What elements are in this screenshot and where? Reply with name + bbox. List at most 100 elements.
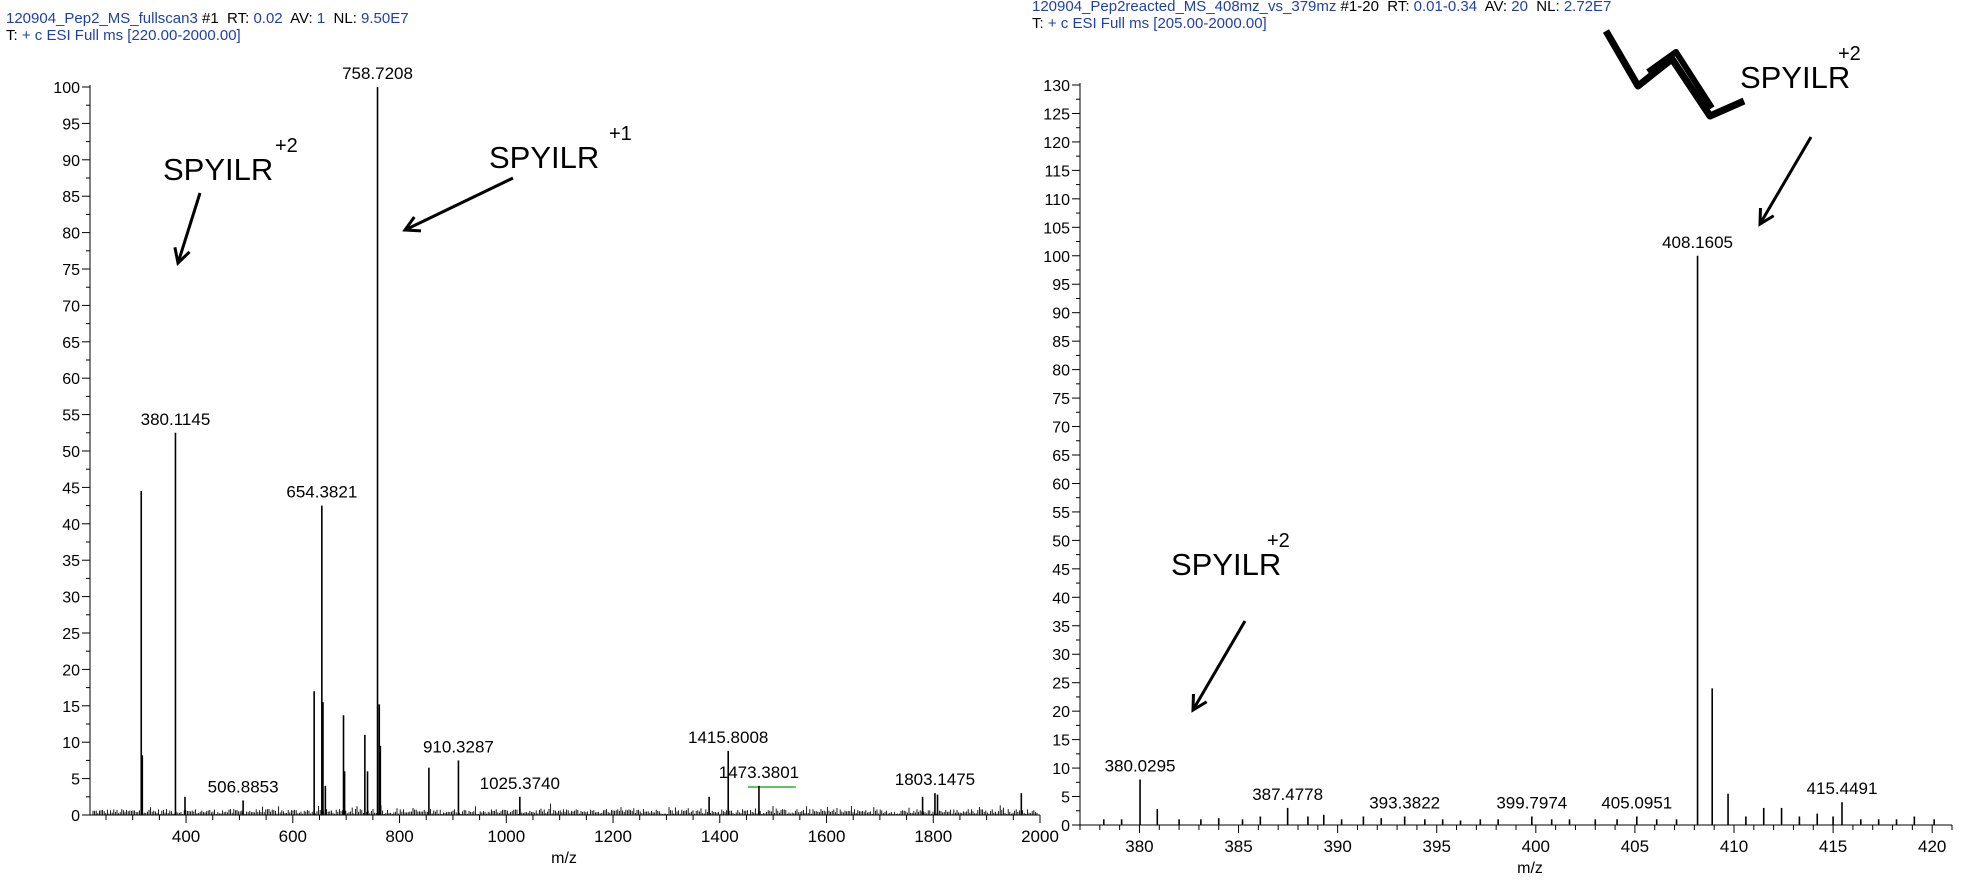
right-y-tick-label: 70	[1052, 420, 1070, 437]
right-y-tick-label: 100	[1043, 249, 1070, 266]
right-peak-label: 380.0295	[1105, 756, 1176, 775]
right-y-tick-label: 95	[1052, 277, 1070, 294]
right-y-tick-label: 60	[1052, 476, 1070, 493]
right-header-line1: 120904_Pep2reacted_MS_408mz_vs_379mz #1-…	[1032, 0, 1611, 15]
right-y-tick-label: 65	[1052, 448, 1070, 465]
left-y-tick-label: 30	[62, 590, 80, 607]
right-x-tick-label: 395	[1423, 837, 1451, 856]
right-y-tick-label: 5	[1061, 790, 1070, 807]
left-x-tick-label: 1400	[701, 827, 739, 846]
left-annotation-label: SPYILR	[489, 140, 599, 175]
left-x-tick-label: 2000	[1021, 827, 1059, 846]
left-av-value: 1	[316, 10, 326, 27]
left-y-tick-label: 0	[71, 808, 80, 825]
left-av-label: AV:	[290, 10, 313, 27]
left-rt-value: 0.02	[253, 10, 283, 27]
right-av-value: 20	[1511, 0, 1528, 15]
left-annotation-arrow-shaft	[404, 176, 514, 232]
left-x-tick-label: 1600	[808, 827, 846, 846]
left-x-tick-label: 1800	[914, 827, 952, 846]
right-nl-label: NL:	[1536, 0, 1560, 15]
left-y-tick-label: 35	[62, 553, 80, 570]
right-x-tick-label: 385	[1224, 837, 1252, 856]
left-spectrum: 0 5 10 15 20 25 30 35 40 45 50 55 60 65 70 75 80 85 90 95 10…	[53, 64, 1059, 867]
left-y-tick-label: 15	[62, 699, 80, 716]
left-filter: + c ESI Full ms [220.00-2000.00]	[21, 27, 241, 44]
right-y-tick-label: 40	[1052, 590, 1070, 607]
right-y-tick-label: 115	[1044, 163, 1070, 180]
right-annotation-arrow-shaft	[1758, 136, 1813, 225]
left-nl-value: 9.50E7	[361, 10, 409, 27]
left-peak-label: 910.3287	[423, 737, 494, 756]
right-x-tick-label: 405	[1621, 837, 1649, 856]
right-annotation-arrow-shaft	[1191, 620, 1247, 711]
left-header-line2: T: + c ESI Full ms [220.00-2000.00]	[6, 27, 241, 44]
right-x-tick-label: 415	[1819, 837, 1847, 856]
right-y-tick-label: 30	[1052, 647, 1070, 664]
decorative-strokes	[1602, 29, 1746, 120]
right-t-label: T:	[1032, 15, 1044, 32]
left-x-tick-label: 1200	[594, 827, 632, 846]
left-scan-name: 120904_Pep2_MS_fullscan3	[6, 10, 198, 27]
right-y-tick-label: 130	[1043, 78, 1070, 95]
left-peak-label: 1415.8008	[688, 728, 768, 747]
left-y-tick-label: 60	[62, 371, 80, 388]
left-peak-label: 1803.1475	[895, 770, 975, 789]
right-x-tick-label: 410	[1720, 837, 1748, 856]
right-header-line2: T: + c ESI Full ms [205.00-2000.00]	[1032, 15, 1267, 32]
right-y-tick-label: 0	[1061, 818, 1070, 835]
right-y-tick-label: 50	[1052, 533, 1070, 550]
left-x-tick-label: 800	[385, 827, 413, 846]
left-y-tick-label: 75	[62, 262, 80, 279]
right-scan-number: #1-20	[1340, 0, 1379, 15]
right-peak-label: 399.7974	[1496, 793, 1567, 812]
right-y-tick-label: 125	[1043, 106, 1070, 123]
right-y-tick-label: 55	[1052, 505, 1070, 522]
left-y-tick-label: 10	[62, 735, 80, 752]
left-y-tick-label: 95	[62, 116, 80, 133]
left-header-line1: 120904_Pep2_MS_fullscan3 #1 RT: 0.02 AV:…	[6, 10, 409, 27]
left-y-tick-label: 80	[62, 226, 80, 243]
right-x-tick-label: 380	[1125, 837, 1153, 856]
left-annotation-label: SPYILR	[163, 152, 273, 187]
left-y-tick-label: 50	[62, 444, 80, 461]
right-annotation-arrow-head	[1191, 693, 1208, 713]
left-peak-label: 380.1145	[141, 410, 211, 429]
left-y-tick-label: 85	[62, 189, 80, 206]
squiggle-stroke-1	[1602, 29, 1746, 120]
left-y-tick-label: 25	[62, 626, 80, 643]
right-y-tick-label: 90	[1052, 306, 1070, 323]
right-y-tick-label: 85	[1052, 334, 1070, 351]
right-filter: + c ESI Full ms [205.00-2000.00]	[1047, 15, 1267, 32]
left-annotation-charge: +1	[609, 123, 632, 145]
right-y-tick-label: 15	[1052, 733, 1070, 750]
left-scan-number: #1	[202, 10, 219, 27]
left-annotation-arrow-head	[402, 216, 422, 233]
left-y-tick-label: 70	[62, 298, 80, 315]
right-y-tick-label: 35	[1052, 619, 1070, 636]
right-x-tick-label: 390	[1323, 837, 1351, 856]
right-annotation-charge: +2	[1838, 43, 1861, 65]
left-y-tick-label: 40	[62, 517, 80, 534]
right-y-tick-label: 20	[1052, 704, 1070, 721]
right-y-tick-label: 110	[1044, 192, 1070, 209]
left-y-tick-label: 20	[62, 662, 80, 679]
right-peak-label: 387.4778	[1252, 785, 1323, 804]
left-x-label: m/z	[551, 850, 577, 867]
left-y-tick-label: 100	[53, 80, 80, 97]
right-y-tick-label: 75	[1052, 391, 1070, 408]
squiggle-stroke-2	[1646, 49, 1715, 110]
right-y-tick-label: 105	[1043, 220, 1070, 237]
right-x-tick-label: 420	[1918, 837, 1946, 856]
right-y-tick-label: 25	[1052, 676, 1070, 693]
left-peak-label: 1473.3801	[719, 763, 799, 782]
left-nl-label: NL:	[333, 10, 357, 27]
left-x-tick-label: 600	[279, 827, 307, 846]
right-annotation-charge: +2	[1267, 530, 1290, 552]
left-annotation-arrow-shaft	[176, 192, 202, 264]
right-annotation-label: SPYILR	[1740, 60, 1850, 95]
left-peak-label: 1025.3740	[480, 774, 560, 793]
left-baseline-noise	[92, 803, 1038, 815]
right-peak-label: 408.1605	[1662, 233, 1733, 252]
